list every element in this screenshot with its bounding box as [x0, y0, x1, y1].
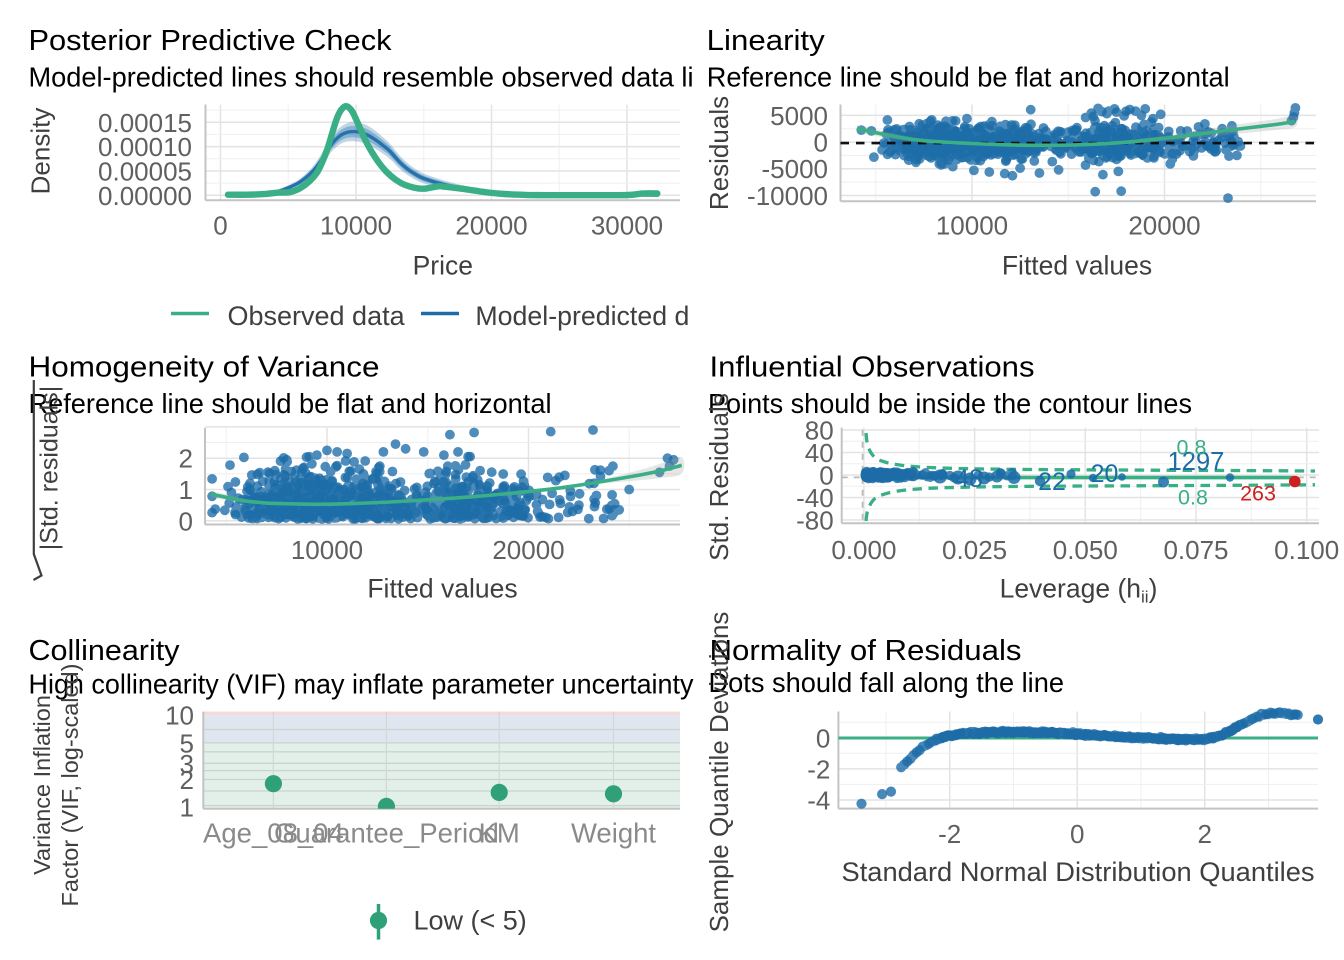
svg-text:2: 2: [180, 765, 194, 795]
svg-text:Reference line should be flat: Reference line should be flat and horizo…: [29, 388, 552, 419]
svg-text:0.025: 0.025: [942, 535, 1007, 565]
svg-text:-5000: -5000: [762, 154, 829, 184]
svg-text:5: 5: [180, 728, 194, 758]
svg-text:Guarantee_Period: Guarantee_Period: [274, 818, 499, 849]
svg-text:Posterior Predictive Check: Posterior Predictive Check: [29, 25, 393, 57]
svg-text:1297: 1297: [1168, 448, 1225, 476]
svg-text:-10000: -10000: [747, 181, 828, 211]
svg-text:3: 3: [180, 749, 194, 779]
svg-text:Leverage (hii): Leverage (hii): [1000, 574, 1158, 607]
svg-text:Normality of Residuals: Normality of Residuals: [710, 635, 1022, 667]
svg-text:-4: -4: [807, 786, 830, 816]
svg-text:Reference line should be flat: Reference line should be flat and horizo…: [707, 62, 1230, 93]
svg-text:-2: -2: [938, 819, 961, 849]
svg-text:0.00010: 0.00010: [98, 132, 192, 162]
svg-text:0: 0: [179, 506, 193, 536]
svg-text:20000: 20000: [492, 535, 564, 565]
svg-text:10: 10: [165, 701, 194, 731]
svg-text:0.000: 0.000: [831, 535, 896, 565]
svg-text:0: 0: [819, 461, 833, 491]
svg-text:Linearity: Linearity: [707, 25, 826, 57]
svg-text:-80: -80: [796, 506, 834, 536]
svg-text:Influential Observations: Influential Observations: [710, 352, 1035, 384]
svg-text:-40: -40: [796, 483, 834, 513]
svg-text:Observed data: Observed data: [228, 301, 406, 331]
svg-text:0.075: 0.075: [1163, 535, 1228, 565]
svg-text:0: 0: [213, 211, 227, 241]
svg-text:Model-predicted d: Model-predicted d: [475, 301, 689, 331]
svg-text:Std. Residuals: Std. Residuals: [704, 393, 734, 561]
svg-text:2: 2: [1197, 819, 1211, 849]
svg-text:Homogeneity of Variance: Homogeneity of Variance: [29, 352, 380, 384]
svg-text:Collinearity: Collinearity: [29, 635, 181, 667]
svg-text:Fitted values: Fitted values: [367, 574, 517, 604]
svg-text:20000: 20000: [455, 211, 527, 241]
svg-text:10000: 10000: [291, 535, 363, 565]
svg-text:0.050: 0.050: [1053, 535, 1118, 565]
svg-text:Weight: Weight: [571, 818, 656, 849]
svg-text:Fitted values: Fitted values: [1002, 250, 1152, 280]
svg-text:10000: 10000: [320, 211, 392, 241]
svg-text:0.00000: 0.00000: [98, 181, 192, 211]
svg-text:|Std. residuals|: |Std. residuals|: [36, 386, 64, 550]
svg-text:High collinearity (VIF) may in: High collinearity (VIF) may inflate para…: [29, 669, 694, 700]
svg-text:Sample Quantile Deviations: Sample Quantile Deviations: [704, 612, 734, 933]
svg-text:1: 1: [180, 793, 194, 823]
svg-text:Low (< 5): Low (< 5): [414, 906, 527, 936]
svg-text:20000: 20000: [1128, 211, 1200, 241]
svg-text:2: 2: [179, 444, 193, 474]
svg-text:30000: 30000: [591, 211, 663, 241]
svg-text:0.00015: 0.00015: [98, 108, 192, 138]
svg-text:48: 48: [955, 465, 983, 493]
svg-text:-2: -2: [807, 754, 830, 784]
svg-text:0.00005: 0.00005: [98, 157, 192, 187]
svg-text:Residuals: Residuals: [704, 96, 734, 210]
svg-text:0: 0: [816, 723, 830, 753]
svg-text:Standard Normal Distribution Q: Standard Normal Distribution Quantiles: [842, 857, 1315, 887]
svg-text:5000: 5000: [770, 101, 828, 131]
svg-text:20: 20: [1091, 460, 1119, 488]
svg-text:0: 0: [1070, 819, 1084, 849]
svg-text:40: 40: [805, 438, 834, 468]
svg-text:Dots should fall along the lin: Dots should fall along the line: [709, 667, 1065, 698]
svg-text:Age_08_04: Age_08_04: [203, 818, 344, 849]
svg-text:80: 80: [805, 416, 834, 446]
svg-text:Density: Density: [26, 108, 56, 195]
svg-text:0.100: 0.100: [1274, 535, 1339, 565]
svg-text:1: 1: [179, 475, 193, 505]
svg-text:0: 0: [814, 128, 828, 158]
svg-text:22: 22: [1038, 468, 1066, 496]
svg-text:263: 263: [1240, 482, 1276, 506]
svg-text:0.8: 0.8: [1178, 486, 1208, 510]
svg-text:Variance Inflation: Variance Inflation: [29, 695, 55, 875]
svg-text:Price: Price: [413, 250, 473, 280]
svg-text:10000: 10000: [936, 211, 1008, 241]
svg-text:Points should be inside the co: Points should be inside the contour line…: [708, 388, 1192, 419]
svg-text:Model-predicted lines should r: Model-predicted lines should resemble ob…: [29, 62, 694, 93]
svg-text:Factor (VIF, log-scaled): Factor (VIF, log-scaled): [57, 664, 83, 907]
svg-text:KM: KM: [479, 818, 520, 849]
svg-text:0.8: 0.8: [1177, 436, 1207, 460]
